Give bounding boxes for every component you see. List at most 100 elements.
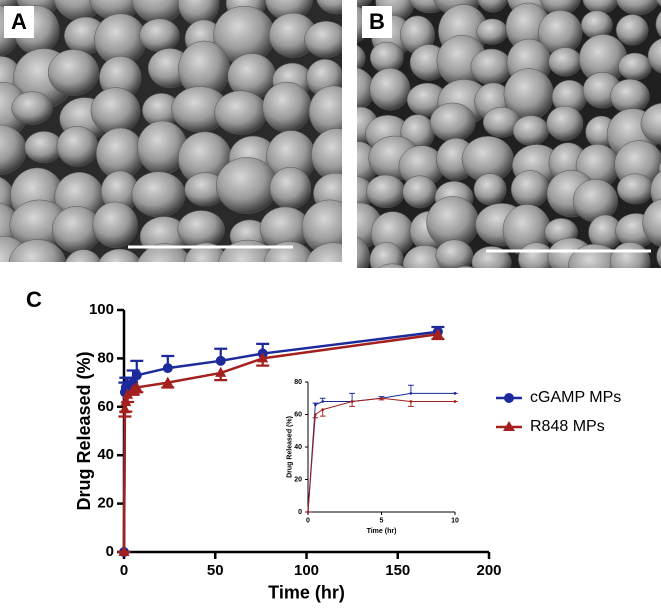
particle [184,242,229,262]
data-marker [321,408,325,411]
legend-marker [503,421,515,431]
y-tick-label: 20 [97,495,114,512]
y-tick-label: 80 [294,379,302,386]
particle [412,276,449,316]
y-tick-label: 40 [294,444,302,451]
particle [369,241,404,268]
particle [56,125,99,167]
particle [473,173,507,206]
data-marker [257,352,269,363]
particle [477,281,508,309]
x-tick-label: 200 [476,562,501,579]
data-marker [432,328,444,339]
legend-label: R848 MPs [530,418,605,435]
label-box [362,6,392,38]
particle [510,170,550,208]
particle [616,173,654,205]
legend-label: cGAMP MPs [530,389,621,406]
particle [11,91,53,125]
particle [435,239,474,268]
particle [610,78,650,114]
legend-marker [504,393,514,403]
particle [645,280,661,318]
data-marker [131,370,142,381]
particle [456,265,476,268]
particle [580,277,628,317]
error-bar [349,392,355,402]
particle [616,0,660,16]
data-marker [453,392,457,395]
data-marker [314,403,317,407]
particle [545,279,579,313]
x-axis-label: Time (hr) [268,582,345,602]
y-tick-label: 40 [97,446,114,463]
particle [512,115,550,146]
particle [640,102,661,145]
particle [581,10,613,39]
particle [90,87,141,135]
data-marker [306,510,310,514]
data-marker [215,355,226,366]
particle [477,0,509,13]
particle [546,105,584,141]
x-tick-label: 10 [451,517,459,524]
particle [65,249,102,262]
particle [316,0,342,15]
particle [615,14,649,46]
data-marker [215,366,227,377]
x-tick-label: 5 [380,517,384,524]
particle [215,157,278,214]
panel-label: B [369,9,385,34]
x-tick-label: 0 [120,562,128,579]
particle [609,242,651,268]
particle [98,248,141,262]
particle [402,175,438,209]
particle [357,236,371,268]
particle [214,90,268,135]
error-bar [408,384,414,394]
data-marker [131,381,143,392]
particle [647,38,661,74]
data-marker [409,400,413,403]
panel-label: A [11,9,27,34]
data-marker [118,546,130,556]
sem-image-a [0,0,342,262]
data-marker [162,376,174,387]
particle [366,174,406,209]
particle [137,243,194,262]
particle [305,242,342,262]
y-tick-label: 60 [294,411,302,418]
particle [656,245,661,268]
particle [377,263,406,268]
particle [304,20,342,58]
particle [655,0,661,7]
particle [131,171,186,218]
y-tick-label: 100 [89,301,114,318]
particle [369,67,411,111]
particle [262,81,312,133]
y-tick-label: 80 [97,349,114,366]
label-box [4,6,34,38]
particle [611,275,661,321]
sem-image-b [332,0,661,321]
data-marker [409,392,413,395]
particle [92,201,138,249]
particle [8,239,67,262]
particle [357,0,373,10]
x-tick-label: 150 [385,562,410,579]
series-line [307,392,455,513]
particle [177,210,225,249]
particle [357,45,366,72]
y-tick-label: 60 [97,398,114,415]
y-tick-label: 0 [298,509,302,516]
particle [642,198,661,248]
particle [506,270,556,312]
y-tick-label: 20 [294,476,302,483]
particle [139,18,180,53]
particle [332,277,374,320]
particle [47,49,100,96]
series-line [307,397,455,513]
data-marker [453,400,457,403]
data-marker [314,413,317,416]
